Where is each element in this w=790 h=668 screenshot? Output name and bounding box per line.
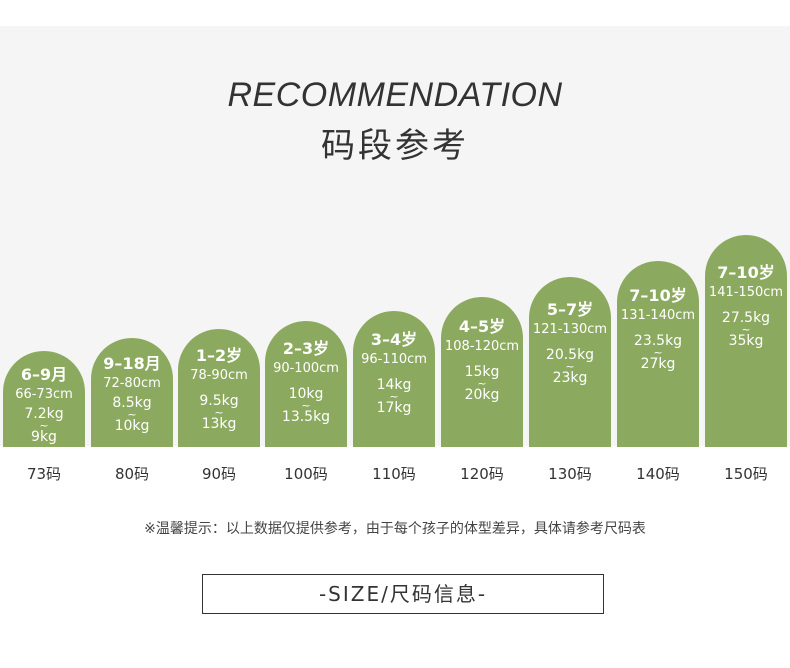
height-range: 131-140cm (620, 308, 696, 323)
weight-range: 10kg ~13.5kg (265, 387, 347, 425)
weight-min: 20.5kg (545, 347, 595, 363)
height-range: 96-110cm (361, 352, 427, 367)
weight-range: 9.5kg ~13kg (178, 394, 260, 432)
size-bar-4: 3–4岁 96-110cm 14kg ~17kg (353, 311, 435, 447)
tilde-separator: ~ (653, 346, 663, 359)
weight-range: 7.2kg ~9kg (3, 407, 85, 445)
weight-min: 14kg (376, 377, 412, 393)
weight-range: 8.5kg ~10kg (91, 396, 173, 434)
age-range: 7–10岁 (629, 286, 687, 305)
weight-min: 8.5kg (112, 395, 152, 411)
height-range: 66-73cm (15, 387, 73, 402)
tilde-separator: ~ (477, 377, 487, 390)
age-range: 3–4岁 (370, 330, 418, 349)
weight-max: 13.5kg (281, 409, 331, 425)
weight-range: 23.5kg ~27kg (617, 334, 699, 372)
tip-note: ※温馨提示：以上数据仅提供参考，由于每个孩子的体型差异，具体请参考尺码表 (144, 521, 646, 537)
size-bar-1: 9–18月 72-80cm 8.5kg ~10kg (91, 338, 173, 447)
age-range: 5–7岁 (546, 300, 594, 319)
size-bar-6: 5–7岁 121-130cm 20.5kg ~23kg (529, 277, 611, 447)
age-range: 6–9月 (20, 365, 68, 384)
size-bar-8: 7–10岁 141-150cm 27.5kg ~35kg (705, 235, 787, 447)
height-range: 78-90cm (190, 368, 248, 383)
title-chinese: 码段参考 (321, 126, 469, 166)
weight-min: 9.5kg (199, 393, 239, 409)
weight-range: 20.5kg ~23kg (529, 348, 611, 386)
weight-max: 10kg (114, 418, 150, 434)
tilde-separator: ~ (741, 323, 751, 336)
tilde-separator: ~ (301, 399, 311, 412)
weight-min: 23.5kg (633, 333, 683, 349)
height-range: 141-150cm (708, 285, 784, 300)
size-label: 100码 (284, 465, 328, 483)
size-label: 80码 (114, 465, 150, 483)
size-label: 130码 (548, 465, 592, 483)
weight-min: 15kg (464, 364, 500, 380)
tilde-separator: ~ (389, 390, 399, 403)
weight-range: 27.5kg ~35kg (705, 311, 787, 349)
title-english: RECOMMENDATION (227, 76, 563, 114)
weight-min: 10kg (288, 386, 324, 402)
tilde-separator: ~ (127, 408, 137, 421)
size-bar-3: 2–3岁 90-100cm 10kg ~13.5kg (265, 321, 347, 447)
weight-max: 27kg (640, 356, 676, 372)
weight-max: 13kg (201, 416, 237, 432)
age-range: 9–18月 (103, 354, 161, 373)
height-range: 121-130cm (532, 322, 608, 337)
height-range: 72-80cm (103, 376, 161, 391)
size-label: 150码 (724, 465, 768, 483)
size-bar-0: 6–9月 66-73cm 7.2kg ~9kg (3, 351, 85, 447)
tilde-separator: ~ (39, 419, 49, 432)
size-info-banner: -SIZE/尺码信息- (202, 574, 604, 614)
size-label: 120码 (460, 465, 504, 483)
age-range: 2–3岁 (282, 339, 330, 358)
weight-max: 9kg (31, 429, 57, 445)
size-bar-2: 1–2岁 78-90cm 9.5kg ~13kg (178, 329, 260, 447)
height-range: 90-100cm (273, 361, 339, 376)
size-label: 140码 (636, 465, 680, 483)
size-bar-5: 4–5岁 108-120cm 15kg ~20kg (441, 297, 523, 447)
size-label: 73码 (26, 465, 62, 483)
weight-max: 17kg (376, 400, 412, 416)
size-label: 110码 (372, 465, 416, 483)
weight-max: 20kg (464, 387, 500, 403)
age-range: 1–2岁 (195, 346, 243, 365)
tilde-separator: ~ (214, 406, 224, 419)
weight-min: 7.2kg (24, 406, 64, 422)
tilde-separator: ~ (565, 360, 575, 373)
weight-max: 23kg (552, 370, 588, 386)
size-label: 90码 (201, 465, 237, 483)
size-bar-7: 7–10岁 131-140cm 23.5kg ~27kg (617, 261, 699, 447)
age-range: 4–5岁 (458, 317, 506, 336)
weight-range: 14kg ~17kg (353, 378, 435, 416)
weight-range: 15kg ~20kg (441, 365, 523, 403)
weight-max: 35kg (728, 333, 764, 349)
weight-min: 27.5kg (721, 310, 771, 326)
age-range: 7–10岁 (717, 263, 775, 282)
height-range: 108-120cm (444, 339, 520, 354)
